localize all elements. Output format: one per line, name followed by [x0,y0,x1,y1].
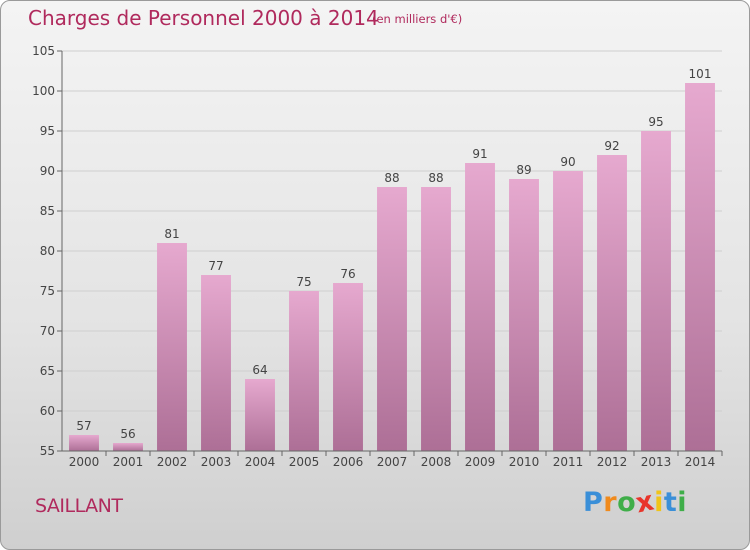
axes: 55 60 65 70 75 80 85 90 95 100 105 2000 2001 2002 2003… [32,44,723,469]
x-tick-label: 2007 [377,455,408,469]
bar-2013 [641,131,671,451]
y-tick-label: 55 [40,444,55,458]
y-tick-label: 70 [40,324,55,338]
x-tick-label: 2013 [641,455,672,469]
x-tick-label: 2014 [685,455,716,469]
data-label: 101 [689,67,712,81]
logo-letter: i [677,487,688,518]
data-label: 92 [604,139,619,153]
y-tick-label: 105 [32,44,55,58]
logo-letter: o [617,487,637,518]
y-tick-label: 95 [40,124,55,138]
proxiti-logo: Proxiti [583,485,688,519]
data-label: 64 [252,363,267,377]
x-tick-label: 2002 [157,455,188,469]
data-label: 81 [164,227,179,241]
data-label: 88 [384,171,399,185]
x-tick-label: 2011 [553,455,584,469]
y-tick-label: 90 [40,164,55,178]
chart-subtitle: (en milliers d'€) [372,12,463,26]
commune-name: SAILLANT [35,495,123,517]
bar-2007 [377,187,407,451]
x-tick-label: 2012 [597,455,628,469]
bar-2003 [201,275,231,451]
x-tick-label: 2005 [289,455,320,469]
bar-2004 [245,379,275,451]
x-tick-label: 2004 [245,455,276,469]
data-label: 89 [516,163,531,177]
bar-2006 [333,283,363,451]
bar-2002 [157,243,187,451]
y-tick-label: 80 [40,244,55,258]
data-label: 76 [340,267,355,281]
data-label: 95 [648,115,663,129]
bars: 57 56 81 77 64 75 76 88 88 91 89 90 92 95 101 [69,67,715,451]
y-tick-label: 75 [40,284,55,298]
bar-2005 [289,291,319,451]
data-label: 90 [560,155,575,169]
y-tick-label: 60 [40,404,55,418]
bar-2011 [553,171,583,451]
x-tick-label: 2008 [421,455,452,469]
x-tick-label: 2003 [201,455,232,469]
bar-2010 [509,179,539,451]
x-tick-label: 2006 [333,455,364,469]
x-tick-label: 2010 [509,455,540,469]
logo-letter: t [663,487,678,518]
y-tick-label: 65 [40,364,55,378]
data-label: 91 [472,147,487,161]
logo-letter: r [603,487,618,518]
data-label: 75 [296,275,311,289]
bar-2014 [685,83,715,451]
data-label: 57 [76,419,91,433]
x-tick-label: 2000 [69,455,100,469]
bar-2009 [465,163,495,451]
chart-title: Charges de Personnel 2000 à 2014 [28,6,379,30]
bar-2000 [69,435,99,451]
x-tick-label: 2009 [465,455,496,469]
x-tick-label: 2001 [113,455,144,469]
data-label: 56 [120,427,135,441]
bar-2008 [421,187,451,451]
logo-letter: i [654,487,664,518]
data-label: 88 [428,171,443,185]
bar-2001 [113,443,143,451]
data-label: 77 [208,259,223,273]
y-tick-label: 100 [32,84,55,98]
y-tick-label: 85 [40,204,55,218]
logo-letter: P [583,487,604,518]
bar-2012 [597,155,627,451]
